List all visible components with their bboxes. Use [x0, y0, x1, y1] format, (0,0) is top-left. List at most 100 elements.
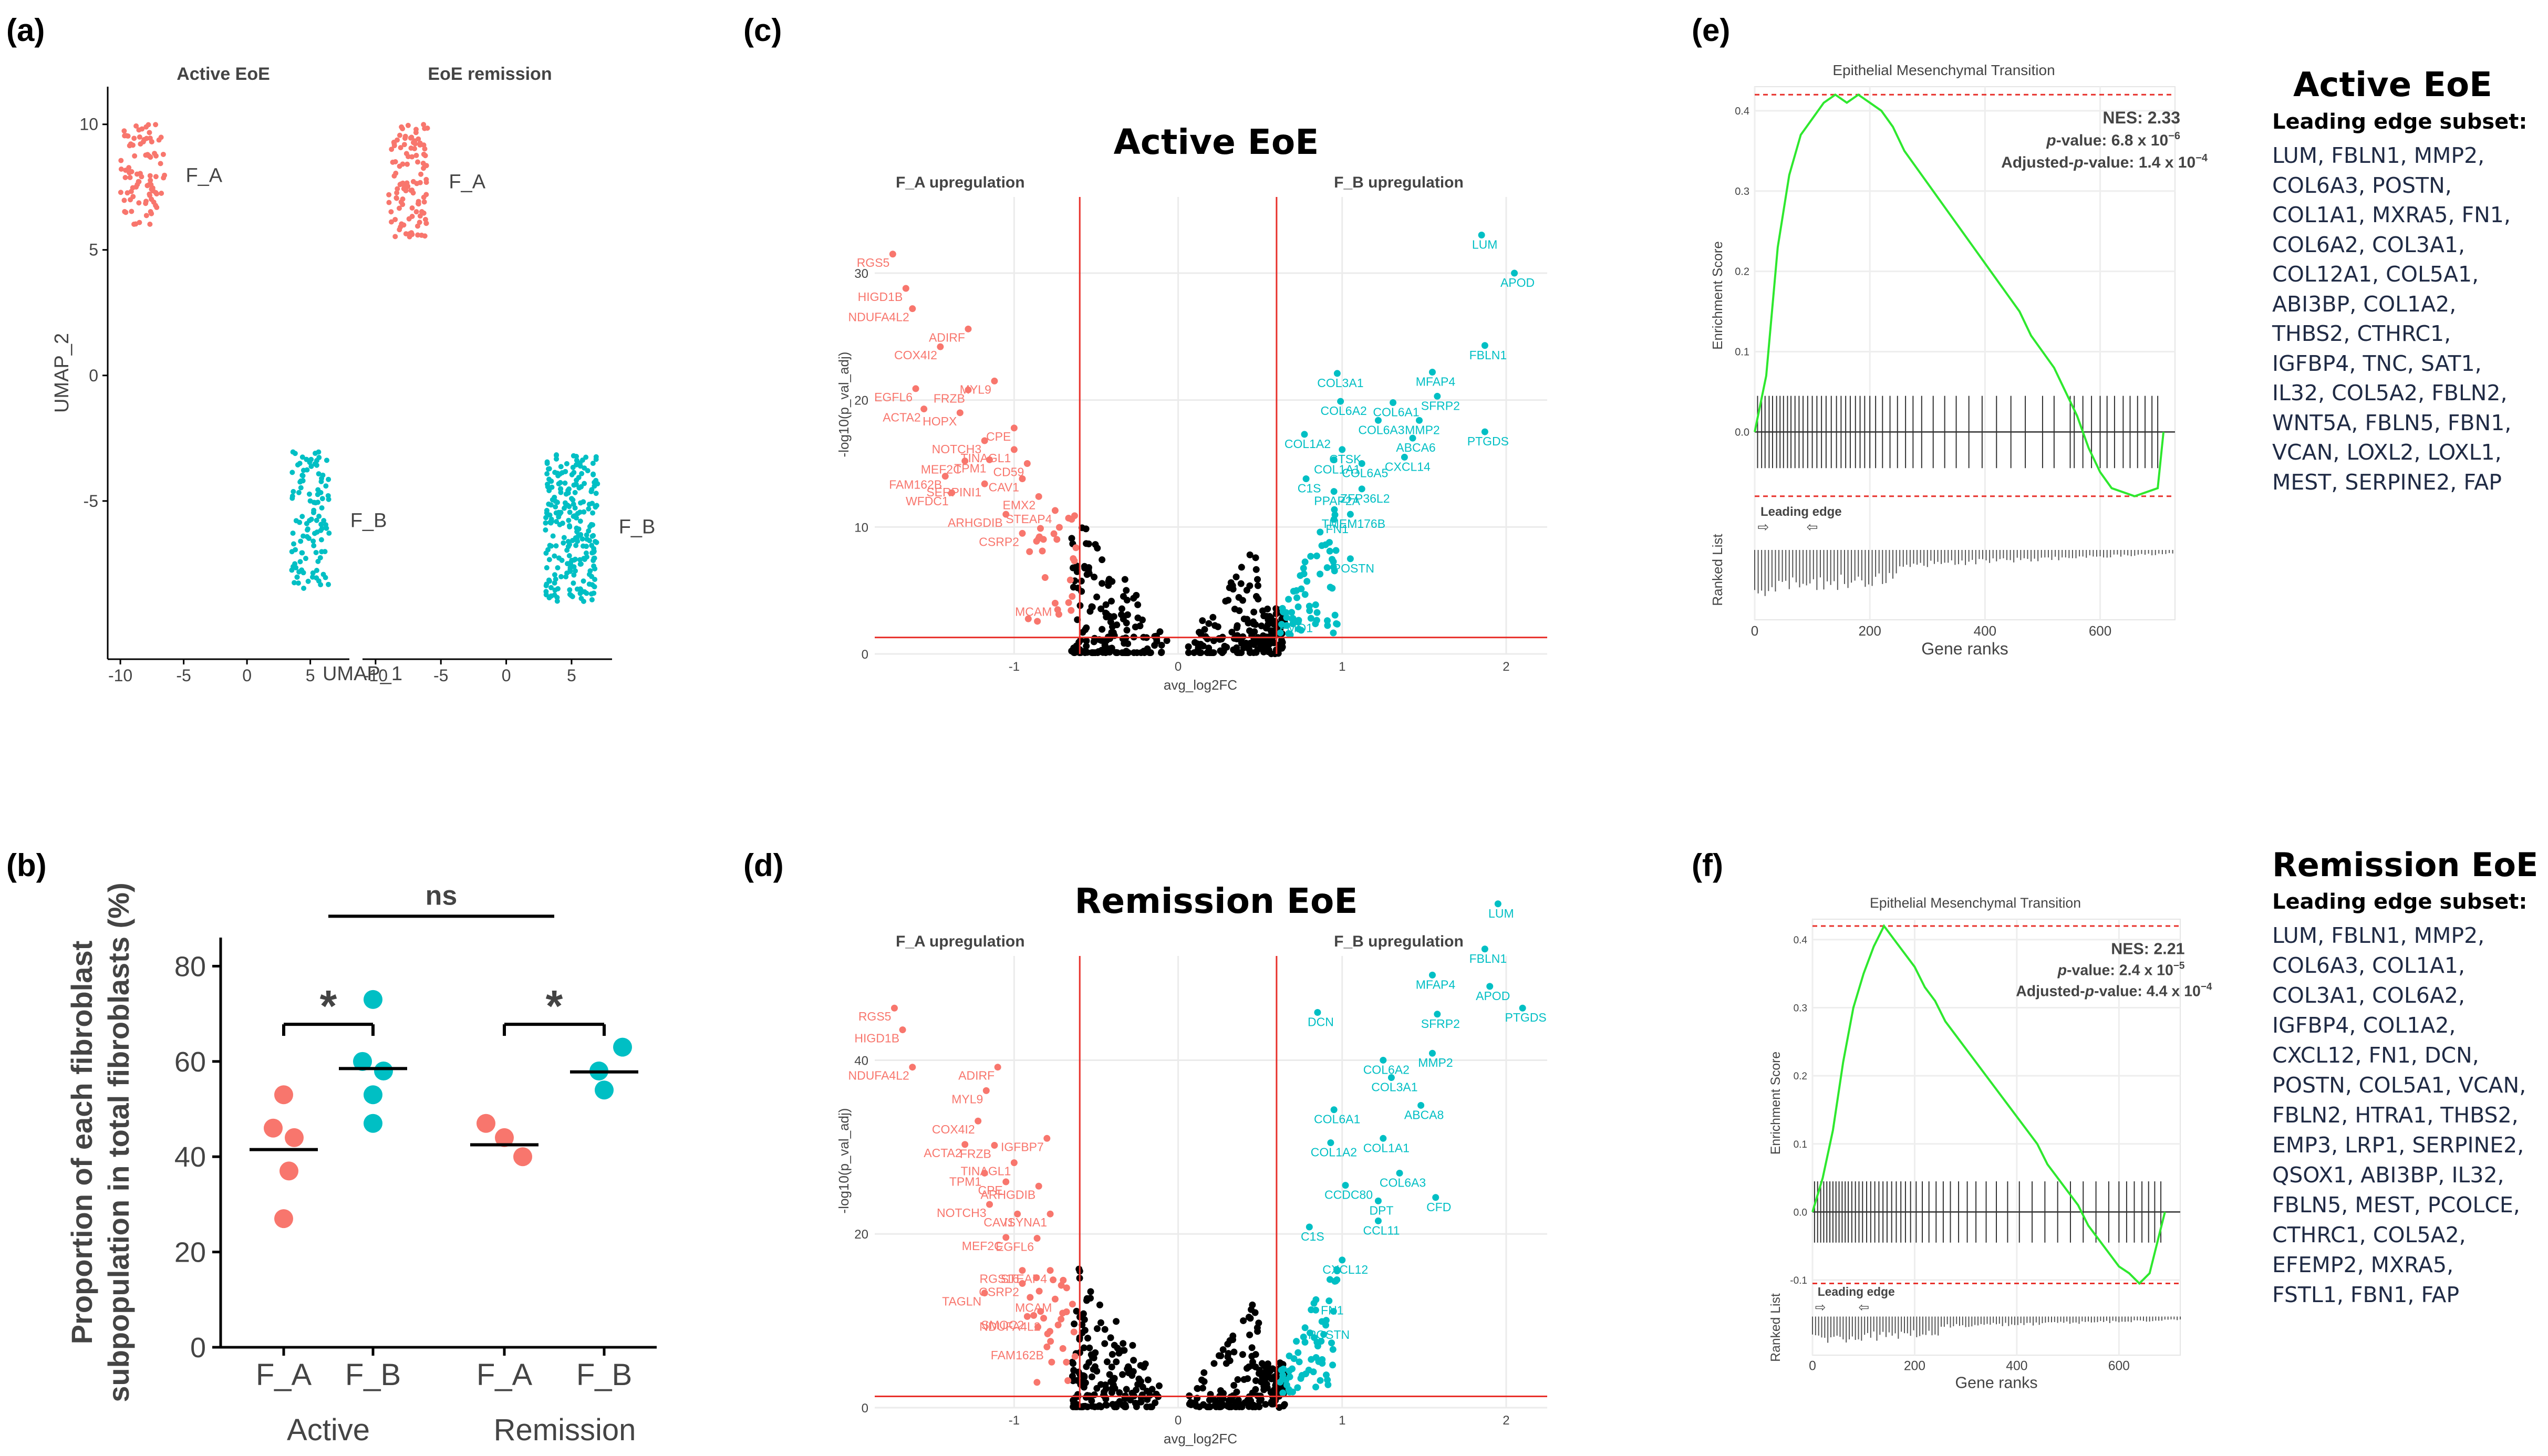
umap-cell-point [417, 220, 422, 225]
umap-cell-point [290, 531, 296, 536]
fb-gene-point [1310, 1368, 1317, 1376]
umap-cell-point [301, 533, 306, 539]
ns-gene-point [1094, 1403, 1102, 1410]
fb-gene-point [1481, 342, 1488, 349]
umap-cell-point [319, 505, 325, 511]
umap-cell-point [153, 122, 159, 128]
fb-gene-point [1312, 601, 1319, 608]
fb-gene-point [1306, 1223, 1313, 1231]
umap-cell-point [403, 188, 409, 194]
panel-label-e: (e) [1692, 13, 1730, 48]
sample-point [495, 1128, 514, 1147]
ns-gene-point [1119, 1371, 1126, 1378]
ns-gene-point [1083, 571, 1091, 578]
umap-cell-point [584, 532, 589, 538]
umap-cell-point [567, 565, 573, 570]
fa-gene-point [981, 1289, 988, 1297]
fb-gene-label: SFRP2 [1421, 399, 1460, 412]
y-tick-label: 30 [854, 267, 868, 281]
fa-gene-label: SMOC2 [981, 1318, 1024, 1332]
fa-gene-point [948, 489, 956, 496]
fb-gene-point [1358, 460, 1365, 467]
fa-gene-point [1023, 460, 1031, 467]
umap-cell-point [565, 538, 571, 544]
ns-gene-point [1239, 1351, 1246, 1358]
x-tick-label: 0 [242, 666, 252, 685]
umap-cell-point [408, 232, 413, 237]
ns-gene-point [1073, 1403, 1080, 1410]
ns-gene-point [1217, 647, 1224, 654]
umap-cell-point [299, 472, 305, 478]
umap-cell-point [298, 538, 304, 544]
fa-gene-label: NDUFA4L2 [979, 1320, 1040, 1334]
ns-gene-point [1113, 1358, 1120, 1366]
chart-title: Epithelial Mesenchymal Transition [1832, 62, 2055, 78]
umap-cell-point [297, 519, 303, 525]
ns-gene-point [1199, 617, 1206, 625]
umap-cell-point [297, 479, 303, 485]
fa-gene-point [1024, 615, 1032, 622]
fa-gene-point [994, 1064, 1001, 1071]
umap-cell-point [555, 473, 561, 479]
fa-gene-point [1010, 424, 1018, 432]
fb-gene-point [1346, 555, 1354, 563]
leading-edge-arrow-right: ⇨ [1815, 1301, 1826, 1315]
umap-cell-point [316, 513, 322, 519]
ns-gene-point [1156, 628, 1164, 636]
umap-cell-point [589, 597, 595, 602]
umap-cell-point [143, 213, 149, 219]
y-axis-title: UMAP_2 [51, 333, 73, 413]
umap-cell-point [552, 587, 558, 593]
fb-gene-point [1330, 629, 1337, 637]
remission-gene-line-item: COL3A1, COL6A2, [2272, 983, 2466, 1008]
fa-gene-point [937, 343, 944, 350]
ns-gene-point [1096, 1301, 1103, 1308]
ns-gene-point [1070, 1367, 1078, 1374]
significance-label: * [546, 981, 563, 1031]
umap-cell-point [291, 488, 296, 494]
umap-cell-point [326, 496, 332, 502]
umap-cell-point [118, 166, 124, 172]
fa-gene-point [986, 1201, 993, 1208]
fb-gene-point [1374, 1217, 1382, 1224]
fb-gene-point [1329, 1361, 1337, 1369]
umap-cell-point [401, 142, 407, 148]
ns-gene-point [1224, 1402, 1231, 1410]
fa-gene-point [1043, 1343, 1051, 1350]
x-tick-label: -5 [176, 666, 191, 685]
fb-gene-label: APOD [1500, 276, 1535, 289]
umap-cell-point [406, 154, 411, 160]
fa-gene-point [1033, 1379, 1041, 1386]
ns-gene-point [1106, 1371, 1113, 1378]
umap-cell-point [405, 161, 410, 167]
umap-cell-point [591, 548, 597, 554]
ns-gene-point [1123, 1386, 1130, 1393]
ns-gene-point [1104, 647, 1111, 654]
fa-gene-point [1047, 1267, 1054, 1274]
umap-cell-point [552, 553, 557, 559]
fb-gene-point [1293, 594, 1301, 601]
fb-gene-point [1302, 475, 1310, 482]
umap-cell-point [148, 209, 153, 215]
fa-gene-point [1066, 576, 1074, 584]
fa-gene-point [1044, 1330, 1051, 1337]
fa-gene-label: MEF2C [921, 463, 962, 476]
umap-cell-point [303, 556, 308, 561]
ns-gene-point [1086, 608, 1094, 615]
y-tick-label: 10 [854, 521, 868, 535]
umap-cell-point [147, 173, 153, 179]
fb-gene-label: COL6A5 [1342, 466, 1388, 480]
ns-gene-point [1132, 623, 1139, 631]
x-tick-label: 1 [1339, 1413, 1345, 1428]
fb-gene-point [1322, 1322, 1330, 1329]
fa-gene-point [902, 285, 909, 292]
ns-gene-point [1103, 1358, 1111, 1366]
fb-gene-point [1313, 609, 1321, 616]
umap-cell-point [146, 153, 152, 159]
fa-gene-point [1069, 1301, 1076, 1308]
fa-gene-label: ADIRF [929, 330, 965, 344]
ns-gene-point [1232, 573, 1240, 580]
fb-gene-label: ABCA6 [1396, 441, 1435, 454]
ns-gene-point [1230, 635, 1238, 642]
umap-cell-point [561, 535, 567, 540]
